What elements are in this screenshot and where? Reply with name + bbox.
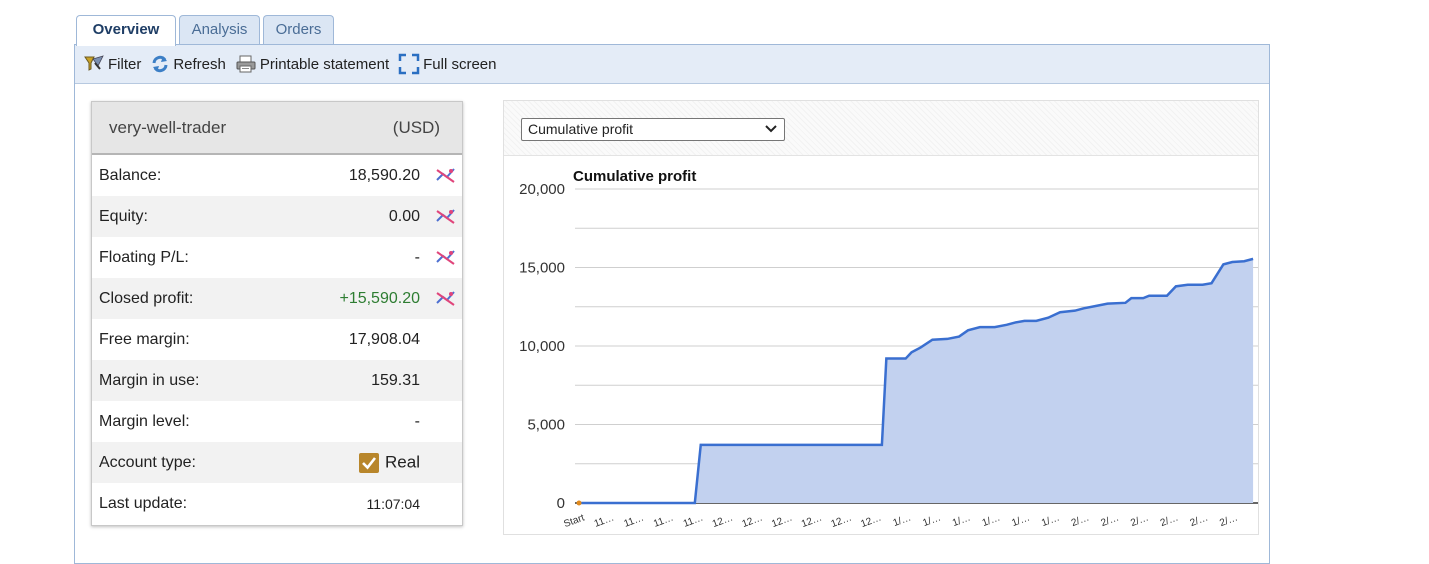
chart-title: Cumulative profit — [573, 168, 696, 185]
y-tick-label: 0 — [557, 495, 565, 512]
refresh-label: Refresh — [173, 55, 226, 73]
equity-value: 0.00 — [388, 207, 420, 225]
account-type-row: Account type: Real — [92, 442, 462, 483]
filter-icon — [84, 55, 104, 71]
x-tick-label: 1/… — [921, 512, 942, 529]
x-axis-ticks: Start 11… 11… 11… 11… 12… 12… 12… 12… 12… 12… 1/… 1/… — [562, 512, 1239, 530]
free-margin-row: Free margin: 17,908.04 — [92, 319, 462, 360]
x-tick-label: 12… — [711, 512, 735, 530]
chart-series — [576, 257, 1254, 506]
full-screen-button[interactable]: Full screen — [398, 53, 496, 75]
x-tick-label: 1/… — [981, 512, 1002, 529]
balance-value: 18,590.20 — [348, 166, 420, 184]
account-name: very-well-trader — [109, 117, 227, 137]
y-tick-label: 20,000 — [519, 181, 565, 198]
printer-icon — [236, 55, 256, 73]
account-header: very-well-trader (USD) — [92, 102, 462, 155]
free-margin-label: Free margin: — [99, 330, 190, 348]
balance-row: Balance: 18,590.20 — [92, 155, 462, 196]
closed-profit-row: Closed profit: +15,590.20 — [92, 278, 462, 319]
chart-widget: Cumulative profit Cumulative profit 0 5,0… — [503, 100, 1259, 535]
x-tick-label: 2/… — [1100, 512, 1121, 529]
closed-profit-value: +15,590.20 — [339, 289, 420, 307]
full-screen-label: Full screen — [423, 55, 497, 73]
margin-in-use-value: 159.31 — [371, 371, 420, 389]
floating-pl-chart-icon[interactable] — [436, 248, 456, 266]
series-line — [579, 257, 1254, 505]
x-tick-label: 2/… — [1159, 512, 1180, 529]
y-tick-label: 15,000 — [519, 260, 565, 277]
chart-header: Cumulative profit — [504, 101, 1258, 156]
x-tick-label: 1/… — [951, 512, 972, 529]
x-tick-label: 2/… — [1189, 512, 1210, 529]
x-tick-label: 1/… — [1010, 512, 1031, 529]
x-tick-label: 12… — [859, 512, 883, 530]
closed-profit-label: Closed profit: — [99, 289, 194, 307]
account-summary-card: very-well-trader (USD) Balance: 18,590.2… — [91, 101, 463, 526]
filter-label: Filter — [108, 55, 142, 73]
margin-in-use-label: Margin in use: — [99, 371, 200, 389]
x-tick-label: 11… — [652, 512, 675, 529]
chart-type-selected: Cumulative profit — [528, 121, 634, 137]
x-tick-label: 2/… — [1129, 512, 1150, 529]
refresh-button[interactable]: Refresh — [150, 54, 226, 74]
equity-row: Equity: 0.00 — [92, 196, 462, 237]
x-tick-label: 12… — [830, 512, 854, 530]
margin-level-value: - — [414, 412, 420, 430]
x-tick-label: 12… — [770, 512, 794, 530]
cumulative-profit-chart: Cumulative profit 0 5,000 10,000 15,000 20,0… — [519, 168, 1258, 530]
equity-chart-icon[interactable] — [436, 207, 456, 225]
balance-chart-icon[interactable] — [436, 166, 456, 184]
x-tick-label: 12… — [800, 512, 824, 530]
margin-level-label: Margin level: — [99, 412, 190, 430]
series-area — [579, 258, 1254, 503]
x-tick-label: 2/… — [1070, 512, 1091, 529]
last-update-label: Last update: — [99, 494, 188, 512]
margin-level-row: Margin level: - — [92, 401, 462, 442]
toolbar: Filter Refresh Printable statement — [75, 45, 1269, 84]
tab-overview[interactable]: Overview — [76, 15, 176, 46]
x-tick-label: Start — [562, 512, 586, 530]
tab-analysis[interactable]: Analysis — [179, 15, 260, 44]
y-tick-label: 5,000 — [527, 417, 565, 434]
last-update-row: Last update: 11:07:04 — [92, 483, 462, 524]
start-point-marker — [576, 500, 582, 506]
chevron-down-icon — [765, 125, 777, 133]
floating-pl-value: - — [414, 248, 420, 266]
free-margin-value: 17,908.04 — [348, 330, 420, 348]
y-axis-ticks: 0 5,000 10,000 15,000 20,000 — [519, 181, 565, 512]
printable-statement-button[interactable]: Printable statement — [235, 54, 389, 74]
filter-button[interactable]: Filter — [83, 54, 141, 74]
x-tick-label: 11… — [682, 512, 705, 529]
printable-statement-label: Printable statement — [259, 55, 390, 73]
account-type-label: Account type: — [99, 453, 196, 471]
fullscreen-icon — [398, 53, 420, 75]
account-type-value: Real — [385, 452, 420, 472]
floating-pl-label: Floating P/L: — [99, 248, 189, 266]
refresh-icon — [152, 55, 168, 73]
x-tick-label: 1/… — [892, 512, 913, 529]
x-tick-label: 11… — [593, 512, 616, 529]
chart-type-select[interactable]: Cumulative profit — [521, 118, 785, 141]
tab-orders[interactable]: Orders — [263, 15, 334, 44]
x-tick-label: 12… — [741, 512, 765, 530]
balance-label: Balance: — [99, 166, 162, 184]
closed-profit-chart-icon[interactable] — [436, 289, 456, 307]
overview-panel: Filter Refresh Printable statement — [74, 44, 1270, 564]
account-currency: (USD) — [392, 117, 440, 137]
y-tick-label: 10,000 — [519, 338, 565, 355]
margin-in-use-row: Margin in use: 159.31 — [92, 360, 462, 401]
x-tick-label: 2/… — [1218, 512, 1239, 529]
check-icon — [359, 452, 380, 473]
last-update-value: 11:07:04 — [366, 495, 420, 512]
x-tick-label: 11… — [622, 512, 645, 529]
floating-pl-row: Floating P/L: - — [92, 237, 462, 278]
equity-label: Equity: — [99, 207, 148, 225]
account-type-value-wrap: Real — [359, 452, 420, 473]
x-tick-label: 1/… — [1040, 512, 1061, 529]
